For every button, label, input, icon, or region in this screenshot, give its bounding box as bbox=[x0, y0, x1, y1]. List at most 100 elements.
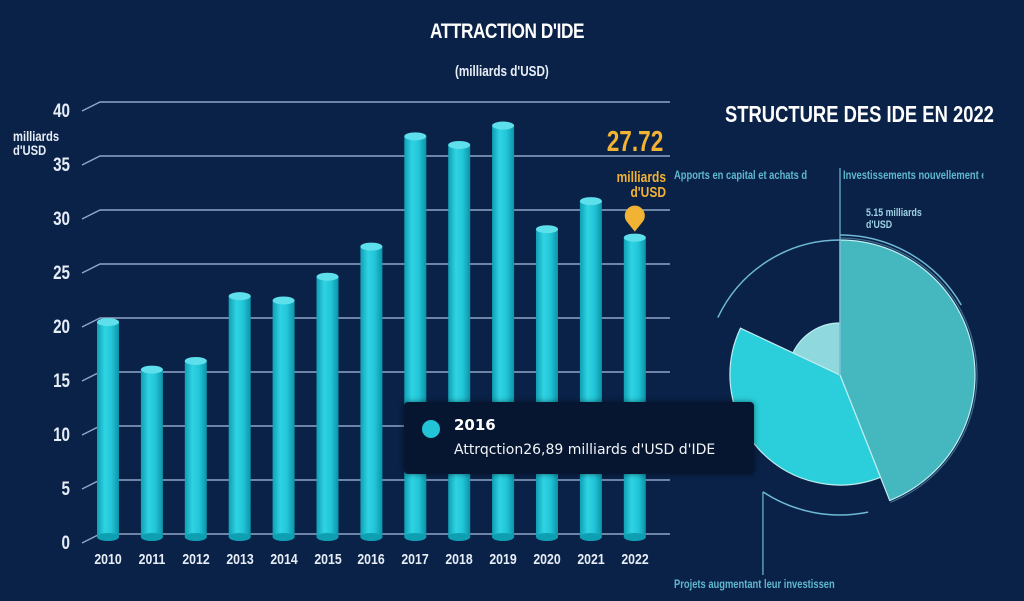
bar-top bbox=[97, 318, 119, 327]
highlight-unit-line-1: milliards bbox=[616, 169, 666, 186]
bar-top bbox=[140, 365, 163, 374]
x-tick-label: 2016 bbox=[357, 551, 386, 568]
bar-chart-subtitle: (milliards d'USD) bbox=[455, 63, 549, 80]
bar-top bbox=[316, 272, 339, 281]
y-tick-label: 30 bbox=[53, 209, 70, 230]
bar-top bbox=[360, 242, 383, 251]
y-tick-label: 35 bbox=[53, 155, 70, 176]
bar-body[interactable] bbox=[316, 276, 339, 537]
bar-bottom bbox=[228, 533, 251, 541]
y-axis-label-line-1: milliards bbox=[13, 128, 60, 144]
bar-bottom bbox=[623, 533, 646, 541]
x-tick-label: 2017 bbox=[401, 551, 429, 568]
bar-top bbox=[579, 197, 602, 206]
ring-arc bbox=[839, 237, 978, 503]
bar-body[interactable] bbox=[228, 296, 251, 537]
bar[interactable] bbox=[404, 132, 427, 541]
bar-body[interactable] bbox=[536, 229, 558, 537]
bar-bottom bbox=[97, 533, 119, 541]
bar-body[interactable] bbox=[492, 125, 515, 538]
y-tick-label: 25 bbox=[53, 263, 70, 284]
gridline bbox=[81, 101, 670, 112]
x-tick-label: 2013 bbox=[226, 551, 254, 568]
y-tick-label: 5 bbox=[61, 479, 70, 500]
tooltip-category: 2016 bbox=[454, 416, 496, 434]
bar-bottom bbox=[536, 533, 558, 541]
bar[interactable] bbox=[448, 140, 471, 541]
bar[interactable] bbox=[579, 197, 602, 541]
pie-value-line-2: d'USD bbox=[866, 219, 893, 231]
pie-slice[interactable] bbox=[729, 327, 882, 486]
bar[interactable] bbox=[184, 356, 207, 541]
x-tick-label: 2011 bbox=[138, 551, 166, 568]
pie-value-label: 5.15 milliards d'USD bbox=[866, 207, 922, 231]
tooltip: 2016 Attrqction26,89 milliards d'USD d'I… bbox=[404, 402, 754, 474]
ring-arc bbox=[717, 239, 841, 375]
bar-body[interactable] bbox=[140, 369, 163, 537]
bar-bottom bbox=[404, 533, 427, 541]
x-tick-label: 2014 bbox=[269, 551, 298, 568]
bar[interactable] bbox=[536, 225, 558, 541]
pie-slice[interactable] bbox=[839, 239, 976, 502]
location-pin-icon bbox=[624, 205, 645, 232]
gridline bbox=[81, 155, 670, 166]
bar-body[interactable] bbox=[579, 201, 602, 537]
bar-bottom bbox=[448, 533, 471, 541]
bar-body[interactable] bbox=[404, 136, 427, 537]
ring-arc bbox=[839, 234, 962, 306]
gridline bbox=[81, 317, 670, 328]
bar-bottom bbox=[360, 533, 383, 541]
bar-bottom bbox=[316, 533, 339, 541]
y-axis-label: milliards d'USD bbox=[13, 129, 59, 157]
x-tick-label: 2020 bbox=[533, 551, 561, 568]
x-tick-label: 2018 bbox=[445, 551, 473, 568]
bar-top bbox=[272, 296, 295, 305]
bar-body[interactable] bbox=[448, 144, 471, 537]
bar-top bbox=[184, 356, 207, 365]
bar[interactable] bbox=[97, 318, 119, 541]
bar-top bbox=[536, 225, 558, 234]
bar[interactable] bbox=[316, 272, 339, 541]
bar-bottom bbox=[184, 533, 207, 541]
pie-chart bbox=[717, 168, 978, 575]
bar-chart-title: ATTRACTION D'IDE bbox=[430, 20, 585, 43]
tooltip-marker-icon bbox=[422, 420, 440, 438]
bar-bottom bbox=[579, 533, 602, 541]
bar-top bbox=[492, 121, 515, 130]
y-tick-label: 20 bbox=[53, 317, 70, 338]
tooltip-text: Attrqction26,89 milliards d'USD d'IDE bbox=[454, 442, 716, 458]
bar[interactable] bbox=[492, 121, 515, 541]
bar-top bbox=[228, 292, 251, 301]
x-tick-label: 2021 bbox=[577, 551, 605, 568]
pie-slice[interactable] bbox=[792, 322, 841, 376]
pie-chart-title: STRUCTURE DES IDE EN 2022 bbox=[725, 101, 994, 127]
y-tick-label: 0 bbox=[61, 533, 70, 554]
bar-top bbox=[404, 132, 427, 141]
x-tick-label: 2022 bbox=[621, 551, 649, 568]
y-tick-label: 40 bbox=[53, 101, 70, 122]
x-tick-label: 2010 bbox=[94, 551, 122, 568]
highlight-value-label: 27.72 bbox=[606, 126, 664, 158]
pie-value-line-1: 5.15 milliards bbox=[866, 207, 922, 219]
bar-bottom bbox=[272, 533, 295, 541]
bar-body[interactable] bbox=[97, 322, 119, 537]
bar[interactable] bbox=[272, 296, 295, 541]
gridline bbox=[81, 209, 670, 220]
x-tick-label: 2012 bbox=[182, 551, 210, 568]
x-tick-label: 2015 bbox=[313, 551, 342, 568]
bar-chart bbox=[81, 101, 670, 544]
bar[interactable] bbox=[360, 242, 383, 541]
bar-body[interactable] bbox=[184, 360, 207, 537]
ring-arc bbox=[762, 491, 869, 516]
bar-bottom bbox=[140, 533, 163, 541]
bar-body[interactable] bbox=[360, 246, 383, 537]
y-tick-label: 10 bbox=[53, 425, 70, 446]
highlight-unit-line-2: d'USD bbox=[630, 184, 666, 201]
pie-label-investissements: Investissements nouvellement enreg bbox=[843, 168, 983, 182]
highlight-unit-label: milliards d'USD bbox=[602, 170, 666, 200]
gridline bbox=[81, 263, 670, 274]
bar[interactable] bbox=[140, 365, 163, 541]
bar-body[interactable] bbox=[272, 300, 295, 537]
bar[interactable] bbox=[228, 292, 251, 541]
bar-top bbox=[448, 140, 471, 149]
